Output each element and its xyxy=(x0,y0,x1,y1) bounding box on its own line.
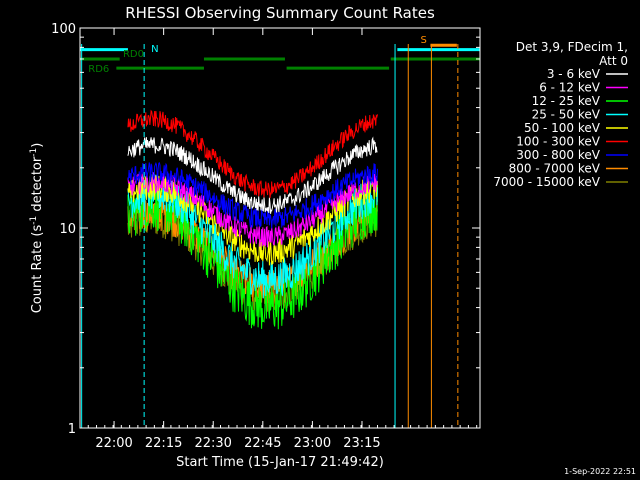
y-label-part1: Count Rate (s xyxy=(30,225,45,314)
x-tick-label-5: 23:15 xyxy=(343,436,380,451)
legend-label-5: 100 - 300 keV xyxy=(516,135,600,149)
series-line-5 xyxy=(127,109,378,199)
y-label-sup1: -1 xyxy=(29,216,39,225)
plot-marks xyxy=(127,109,378,330)
flag-bars: N RD0 RD6 S xyxy=(80,35,480,75)
flag-label-4: S xyxy=(420,35,426,46)
x-axis: 22:00 22:15 22:30 22:45 23:00 23:15 xyxy=(79,28,478,451)
legend-label-0: 3 - 6 keV xyxy=(547,67,601,81)
y-axis: 1 10 100 xyxy=(51,22,480,437)
legend-label-1: 6 - 12 keV xyxy=(539,81,601,95)
series-line-6 xyxy=(127,161,378,229)
x-tick-label-0: 22:00 xyxy=(95,436,132,451)
legend-label-3: 25 - 50 keV xyxy=(532,108,601,122)
flag-label-2: RD0 xyxy=(123,49,144,60)
footer-date: 1-Sep-2022 22:51 xyxy=(564,467,636,476)
y-tick-label-0: 1 xyxy=(68,422,76,437)
y-tick-label-1: 10 xyxy=(59,222,76,237)
x-tick-label-4: 23:00 xyxy=(294,436,331,451)
legend-label-4: 50 - 100 keV xyxy=(524,121,601,135)
y-label-sup2: -1 xyxy=(29,148,39,157)
x-tick-label-2: 22:30 xyxy=(194,436,231,451)
chart-title: RHESSI Observing Summary Count Rates xyxy=(125,4,435,22)
series-line-7 xyxy=(127,194,378,305)
y-label-part2: detector xyxy=(30,156,45,216)
x-axis-label: Start Time (15-Jan-17 21:49:42) xyxy=(176,455,384,470)
y-label-part3: ) xyxy=(30,143,45,148)
y-tick-label-2: 100 xyxy=(51,22,76,37)
y-axis-label: Count Rate (s-1 detector-1) xyxy=(29,143,45,314)
legend-header-line2: Att 0 xyxy=(599,54,628,68)
x-tick-label-3: 22:45 xyxy=(244,436,281,451)
x-tick-label-1: 22:15 xyxy=(145,436,182,451)
legend-header-line1: Det 3,9, FDecim 1, xyxy=(516,40,628,54)
flag-label-3: RD6 xyxy=(88,64,109,75)
flag-label-1: N xyxy=(151,44,158,55)
legend-label-2: 12 - 25 keV xyxy=(532,94,601,108)
legend-label-7: 800 - 7000 keV xyxy=(509,162,601,176)
series-line-0 xyxy=(127,136,378,214)
legend-label-8: 7000 - 15000 keV xyxy=(493,175,600,189)
series-line-1 xyxy=(127,172,378,248)
legend-label-6: 300 - 800 keV xyxy=(516,148,600,162)
